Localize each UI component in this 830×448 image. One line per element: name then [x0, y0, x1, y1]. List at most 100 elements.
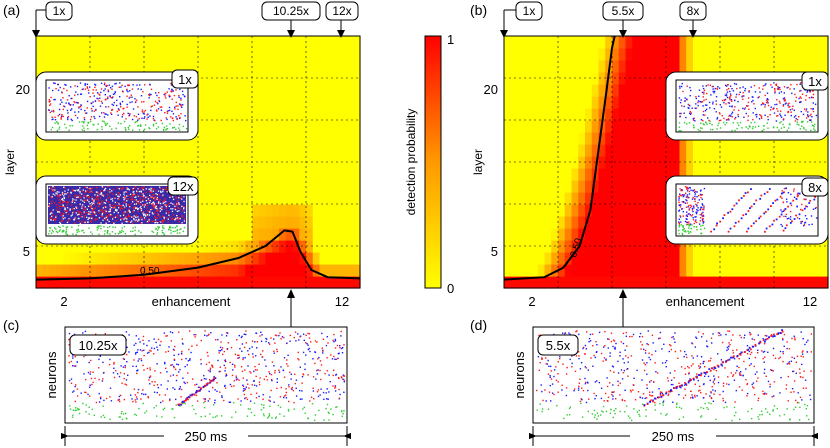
- spike: [120, 106, 122, 108]
- heat-cell: [238, 252, 246, 265]
- heat-cell: [585, 108, 593, 121]
- spike: [303, 339, 305, 342]
- heat-cell: [285, 120, 294, 133]
- heat-cell: [319, 240, 327, 253]
- spike: [307, 348, 309, 351]
- heat-cell: [564, 156, 573, 169]
- heat-cell: [292, 216, 300, 229]
- heat-cell: [198, 264, 206, 277]
- spike: [207, 400, 209, 402]
- spike: [127, 188, 130, 190]
- heat-cell: [339, 228, 348, 241]
- heat-cell: [184, 276, 192, 289]
- spike: [768, 225, 771, 228]
- heat-cell: [211, 84, 219, 97]
- spike: [149, 127, 151, 130]
- spike: [108, 220, 110, 223]
- spike: [82, 332, 84, 334]
- spike: [198, 386, 201, 388]
- heat-cell: [238, 144, 246, 157]
- spike: [93, 199, 95, 201]
- spike: [259, 377, 261, 379]
- spike: [99, 203, 101, 205]
- spike: [106, 219, 109, 221]
- marker-1x-a: 1x: [32, 1, 73, 38]
- spike: [94, 212, 96, 214]
- heat-cell: [524, 276, 532, 289]
- spike: [729, 210, 732, 213]
- heat-cell: [353, 204, 361, 217]
- spike: [48, 109, 50, 111]
- spike: [153, 384, 155, 387]
- spike: [135, 215, 138, 217]
- spike: [83, 199, 86, 201]
- spike: [685, 206, 688, 208]
- heat-cell: [504, 144, 512, 157]
- spike: [813, 128, 815, 130]
- spike: [141, 111, 143, 113]
- heat-cell: [612, 96, 620, 109]
- spike: [181, 222, 183, 224]
- spike: [322, 338, 325, 340]
- heat-cell: [760, 36, 768, 49]
- spike: [686, 199, 688, 202]
- heat-cell: [69, 264, 78, 277]
- heat-cell: [693, 264, 701, 277]
- spike: [113, 211, 115, 214]
- spike: [99, 105, 102, 107]
- heat-cell: [760, 168, 768, 181]
- spike: [167, 110, 169, 112]
- spike: [766, 92, 769, 94]
- heat-cell: [333, 252, 341, 265]
- heat-cell: [279, 168, 287, 181]
- spike: [166, 188, 168, 191]
- spike: [114, 206, 116, 209]
- spike: [718, 122, 720, 124]
- spike: [219, 391, 221, 393]
- heat-cell: [117, 240, 125, 253]
- spike: [127, 84, 129, 86]
- spike: [120, 231, 122, 233]
- spike: [55, 192, 57, 194]
- spike: [111, 109, 113, 111]
- spike: [185, 119, 187, 122]
- heat-cell: [319, 156, 327, 169]
- spike: [112, 204, 114, 206]
- spike: [57, 115, 59, 117]
- spike: [333, 341, 335, 343]
- spike: [173, 349, 175, 351]
- heat-cell: [598, 216, 606, 229]
- heat-cell: [537, 144, 546, 157]
- spike: [130, 203, 132, 205]
- spike: [182, 209, 184, 212]
- spike: [149, 191, 151, 193]
- spike: [173, 365, 175, 368]
- panel-a-label: (a): [3, 2, 20, 18]
- spike: [689, 112, 691, 114]
- spike: [699, 220, 701, 222]
- spike: [80, 93, 83, 95]
- spike: [96, 229, 99, 231]
- heat-cell: [333, 204, 341, 217]
- spike: [151, 196, 153, 198]
- spike: [786, 87, 788, 89]
- heat-cell: [747, 144, 755, 157]
- spike: [786, 129, 788, 132]
- spike: [158, 99, 160, 102]
- heat-cell: [90, 36, 98, 49]
- spike: [73, 189, 75, 192]
- spike: [105, 210, 107, 212]
- heat-cell: [231, 180, 240, 193]
- heat-cell: [652, 156, 660, 169]
- spike: [49, 213, 51, 215]
- spike: [812, 93, 815, 96]
- spike: [689, 214, 691, 216]
- heat-cell: [171, 36, 179, 49]
- spike: [91, 198, 93, 200]
- heat-cell: [807, 36, 816, 49]
- colorbar-label: detection probability: [404, 109, 418, 216]
- spike: [72, 211, 75, 213]
- spike: [703, 187, 706, 190]
- spike: [780, 116, 783, 118]
- heat-cell: [504, 96, 512, 109]
